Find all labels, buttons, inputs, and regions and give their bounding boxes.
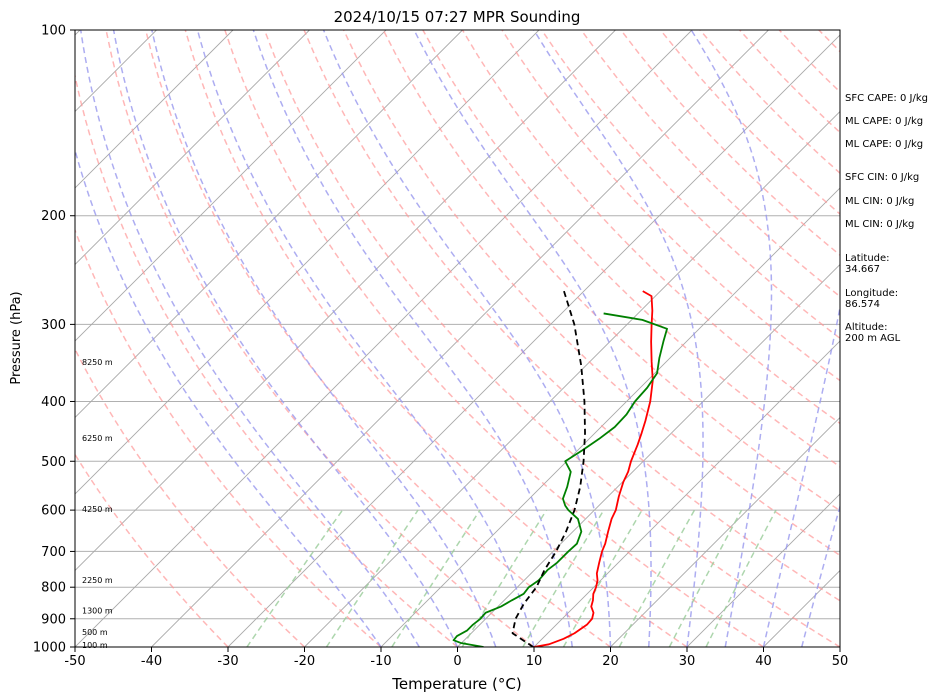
moist-adiabat-line [533, 30, 704, 647]
mixing-ratio-line [391, 509, 481, 647]
x-tick-label: -20 [294, 654, 315, 669]
height-label: 6250 m [82, 434, 113, 443]
y-tick-label: 1000 [33, 641, 66, 656]
height-label: 2250 m [82, 576, 113, 585]
isotherm-line [75, 30, 693, 647]
dry-adiabat-line [580, 30, 840, 298]
x-tick-label: -30 [217, 654, 238, 669]
isotherm-line [227, 34, 840, 647]
x-tick-label: 20 [602, 654, 619, 669]
x-tick-label: 0 [453, 654, 461, 669]
x-tick-label: 10 [526, 654, 543, 669]
y-tick-label: 100 [41, 24, 66, 39]
isotherm-line [533, 340, 840, 647]
mixing-ratio-line [461, 509, 548, 647]
dry-adiabat-line [184, 30, 688, 647]
isotherm-line [304, 110, 840, 647]
moist-adiabat-line [112, 30, 459, 647]
isotherm-line [75, 30, 540, 495]
moist-adiabat-line [252, 30, 573, 647]
dry-adiabat-line [75, 347, 306, 647]
isotherm-line [610, 416, 840, 647]
mixing-ratio-line [618, 509, 696, 647]
ml-cin-label: ML CIN: 0 J/kg [845, 196, 915, 207]
temperature-profile-line [533, 290, 654, 647]
isotherm-line [75, 30, 616, 572]
isotherm-line [686, 493, 840, 647]
plot-frame [74, 29, 841, 648]
mixing-ratio-line [325, 509, 419, 647]
dry-adiabat-line [75, 72, 458, 647]
isotherm-line [75, 30, 310, 266]
height-label: 1300 m [82, 607, 113, 616]
moist-adiabat-line [322, 30, 612, 647]
x-tick-label: -50 [64, 654, 85, 669]
x-tick-label: 40 [755, 654, 772, 669]
moist-adiabat-line [75, 147, 382, 647]
height-label: 8250 m [82, 358, 113, 367]
mixing-ratio-line [246, 509, 344, 647]
chart-title: 2024/10/15 07:27 MPR Sounding [334, 8, 581, 26]
y-tick-label: 300 [41, 318, 66, 333]
moist-adiabat-line [79, 30, 420, 647]
moist-adiabat-line [151, 30, 497, 647]
y-tick-label: 500 [41, 455, 66, 470]
x-tick-label: 30 [679, 654, 696, 669]
dewpoint-profile-line [452, 312, 668, 647]
dry-adiabat-line [224, 30, 764, 647]
sfc-cin-label: SFC CIN: 0 J/kg [845, 172, 920, 183]
x-axis-label: Temperature (°C) [391, 675, 521, 693]
dry-adiabat-line [263, 30, 840, 647]
y-tick-label: 700 [41, 545, 66, 560]
longitude-label: Longitude: 86.574 [845, 288, 899, 310]
dry-adiabat-line [75, 228, 382, 647]
ml-cape-label-2: ML CAPE: 0 J/kg [845, 139, 924, 150]
isotherm-line [151, 30, 769, 647]
latitude-label: Latitude: 34.667 [845, 253, 890, 275]
height-label: 500 m [82, 628, 108, 637]
mixing-ratio-line [522, 509, 605, 647]
dry-adiabat-line [144, 30, 611, 647]
x-tick-label: -40 [141, 654, 162, 669]
y-tick-label: 400 [41, 395, 66, 410]
isotherm-line [75, 30, 463, 419]
isotherm-line [75, 30, 234, 189]
height-label: 100 m [82, 641, 108, 650]
moist-adiabat-line [762, 303, 840, 647]
mixing-ratio-line [668, 509, 743, 647]
moist-adiabat-line [801, 503, 840, 647]
ml-cape-label: ML CAPE: 0 J/kg [845, 116, 924, 127]
mixing-ratio-line [562, 509, 643, 647]
moist-adiabat-line [690, 30, 773, 647]
y-tick-label: 200 [41, 209, 66, 224]
moist-adiabat-line [413, 30, 652, 647]
mixing-ratio-line [705, 509, 777, 647]
dry-adiabat-line [105, 30, 535, 647]
ml-cin-label-2: ML CIN: 0 J/kg [845, 219, 915, 230]
altitude-label: Altitude: 200 m AGL [845, 322, 901, 344]
x-tick-label: 50 [832, 654, 849, 669]
isotherm-line [380, 187, 840, 647]
y-axis-label: Pressure (hPa) [9, 291, 24, 384]
y-tick-label: 800 [41, 581, 66, 596]
isotherm-line [457, 263, 840, 647]
parcel-path-line [511, 290, 586, 647]
isotherm-line [0, 30, 4, 647]
moist-adiabat-line [196, 30, 535, 647]
x-tick-label: -10 [370, 654, 391, 669]
isotherm-line [75, 30, 387, 342]
sfc-cape-label: SFC CAPE: 0 J/kg [845, 93, 928, 104]
y-tick-label: 900 [41, 612, 66, 627]
y-tick-label: 600 [41, 504, 66, 519]
height-label: 4250 m [82, 505, 113, 514]
